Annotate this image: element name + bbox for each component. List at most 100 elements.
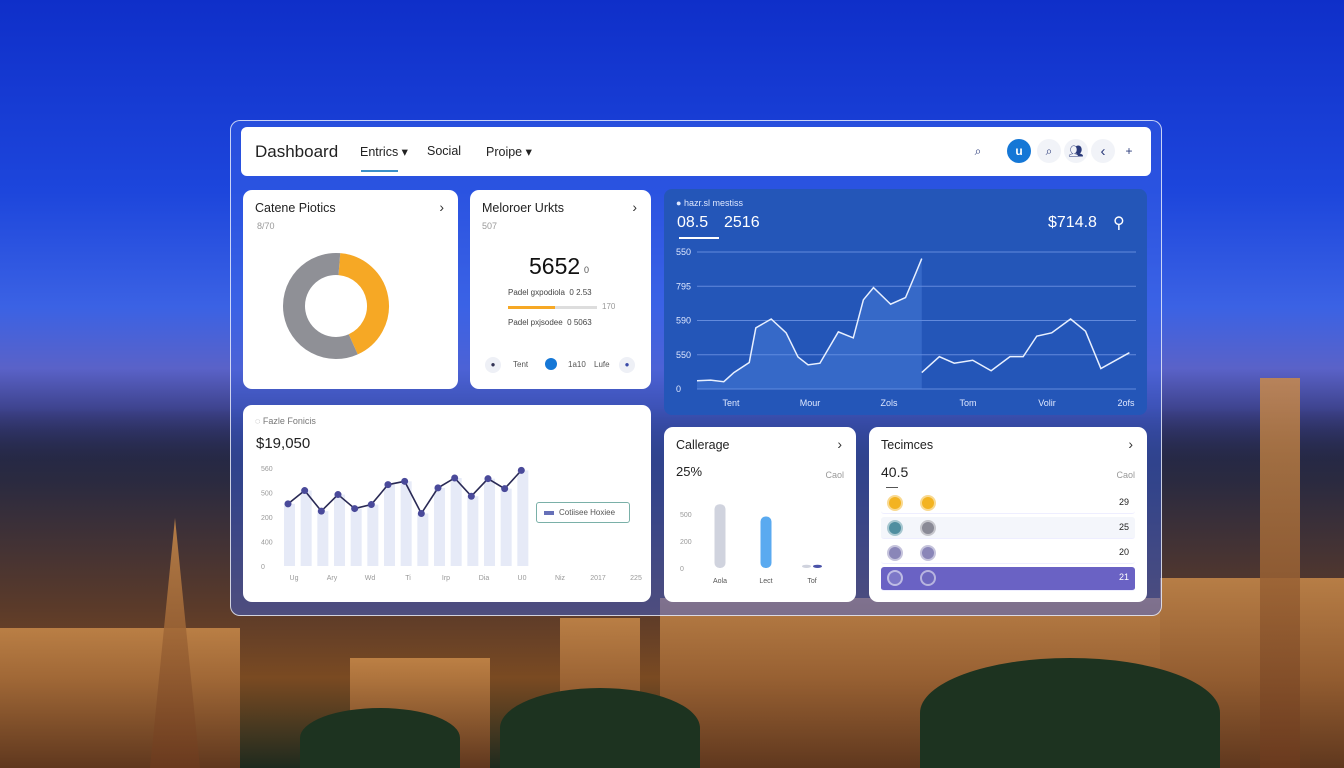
data-point — [334, 491, 342, 499]
row-icon — [887, 570, 903, 586]
y-tick-label: 590 — [676, 316, 691, 326]
users-icon[interactable]: 👥︎ — [1064, 139, 1088, 163]
x-tick-label: Lect — [759, 578, 772, 585]
x-tick-label: Zols — [880, 398, 898, 408]
y-tick-label: 0 — [680, 566, 684, 573]
x-tick-label: Wd — [365, 575, 376, 582]
chat-search-icon[interactable]: ⌕ — [1037, 139, 1061, 163]
row-icon — [887, 520, 903, 536]
y-tick-label: 400 — [261, 540, 273, 547]
chevron-right-icon[interactable]: › — [439, 199, 444, 215]
data-point — [501, 485, 509, 493]
x-tick-label: Ti — [405, 575, 411, 582]
data-point — [417, 509, 425, 517]
bar — [714, 504, 726, 568]
user-icon[interactable]: ⚲ — [1113, 215, 1125, 232]
card-title: Tecimces — [881, 438, 934, 452]
x-tick-label: Tent — [722, 398, 740, 408]
data-point — [317, 507, 325, 515]
nav-tab-social[interactable]: Social — [427, 144, 462, 158]
chevron-right-icon[interactable]: › — [1128, 436, 1133, 452]
x-tick-label: Irp — [442, 575, 450, 582]
row-icon — [920, 545, 936, 561]
list-row[interactable]: 21 — [881, 567, 1135, 591]
bar — [384, 484, 395, 566]
donut-slice — [283, 253, 358, 359]
chevron-left-icon[interactable]: ‹ — [1091, 139, 1115, 163]
bar — [284, 503, 295, 566]
y-tick-label: 550 — [676, 247, 691, 257]
bar — [334, 494, 345, 566]
bar — [802, 564, 811, 568]
plus-icon[interactable]: + — [1125, 144, 1133, 158]
bar-chart: 0 200 500 Aola Lect Tof — [680, 504, 822, 585]
active-tab-indicator — [361, 170, 398, 172]
line-chart: 0 550 590 795 550 Tent Mour Zols Tom Volir 2ofs — [676, 247, 1136, 408]
y-tick-label: 500 — [680, 512, 692, 519]
row-icon — [887, 545, 903, 561]
x-tick-label: Volir — [1038, 398, 1056, 408]
legend-swatch — [544, 510, 554, 515]
list-row[interactable]: 25 — [881, 517, 1135, 539]
footer-label: Lufe — [594, 360, 610, 369]
metric-card: Meloroer Urkts › 507 5652 0 Padel gxpodi… — [470, 190, 651, 389]
data-point — [434, 484, 442, 492]
bar — [400, 481, 412, 566]
bar-card-value: 25% — [676, 464, 703, 479]
row-value: 29 — [1118, 497, 1129, 507]
metric-row-2: Padel pxjsodee 0 5063 — [508, 318, 592, 327]
bar — [484, 478, 495, 566]
stat-secondary[interactable]: 2516 — [724, 214, 760, 231]
card-subtitle: Caol — [825, 470, 844, 480]
y-tick-label: 200 — [261, 515, 273, 522]
revenue-chart: 0 400 200 500 560 Ug Ary Wd Ti Irp Dia U0 Niz 2017 225 — [261, 466, 642, 582]
footer-icon[interactable]: ● — [619, 357, 635, 373]
card-title: Catene Piotics — [255, 201, 336, 215]
card-title: Callerage — [676, 438, 730, 452]
stat-underline — [679, 237, 719, 239]
bar — [813, 564, 822, 568]
x-tick-label: Ary — [327, 575, 338, 582]
donut-slice — [337, 253, 389, 355]
x-tick-label: Aola — [713, 578, 727, 585]
chevron-right-icon[interactable]: › — [837, 436, 842, 452]
toggle-dot-icon[interactable] — [545, 358, 557, 370]
bar — [467, 496, 479, 566]
data-point — [284, 500, 292, 508]
data-point — [351, 505, 359, 513]
x-tick-label: Tof — [807, 578, 816, 585]
search-icon[interactable]: ⌕ — [974, 143, 982, 158]
stat-primary[interactable]: 08.5 — [677, 214, 709, 231]
data-point — [367, 501, 375, 509]
series-line — [696, 258, 923, 383]
nav-tab-entrics[interactable]: Entrics ▾ — [360, 145, 408, 159]
x-tick-label: 225 — [630, 575, 642, 582]
card-subtitle: Caol — [1116, 470, 1135, 480]
progress-bar — [508, 306, 597, 309]
donut-chart — [283, 253, 389, 359]
top-nav-bar: Dashboard Entrics ▾ Social Proipe ▾ ⌕ u … — [241, 127, 1151, 176]
footer-icon[interactable]: ● — [485, 357, 501, 373]
row-icon — [920, 570, 936, 586]
row-icon — [887, 495, 903, 511]
list-row[interactable]: 20 — [881, 542, 1135, 564]
card-title: ● hazr.sl mestiss — [676, 198, 743, 208]
series-area — [697, 258, 922, 389]
y-tick-label: 500 — [261, 491, 273, 498]
chart-legend[interactable]: Cotiisee Hoxiee — [536, 502, 630, 523]
list-row[interactable]: 29 — [881, 492, 1135, 514]
x-tick-label: 2017 — [590, 575, 606, 582]
row-icon — [920, 495, 936, 511]
bar — [434, 487, 445, 566]
metric-row-1: Padel gxpodiola 0 2.53 — [508, 288, 592, 297]
series-line — [921, 318, 1130, 374]
bar-card: Callerage › 25% Caol 0 200 500 Aola Lect Tof — [664, 427, 856, 602]
nav-tab-proipe[interactable]: Proipe ▾ — [486, 145, 532, 159]
user-avatar-icon[interactable]: u — [1007, 139, 1031, 163]
list-card-value: 40.5 — [881, 464, 909, 480]
data-point — [467, 492, 475, 500]
chevron-right-icon[interactable]: › — [632, 199, 637, 215]
row-value: 20 — [1118, 547, 1129, 557]
bar — [417, 513, 429, 566]
bar — [367, 504, 379, 566]
